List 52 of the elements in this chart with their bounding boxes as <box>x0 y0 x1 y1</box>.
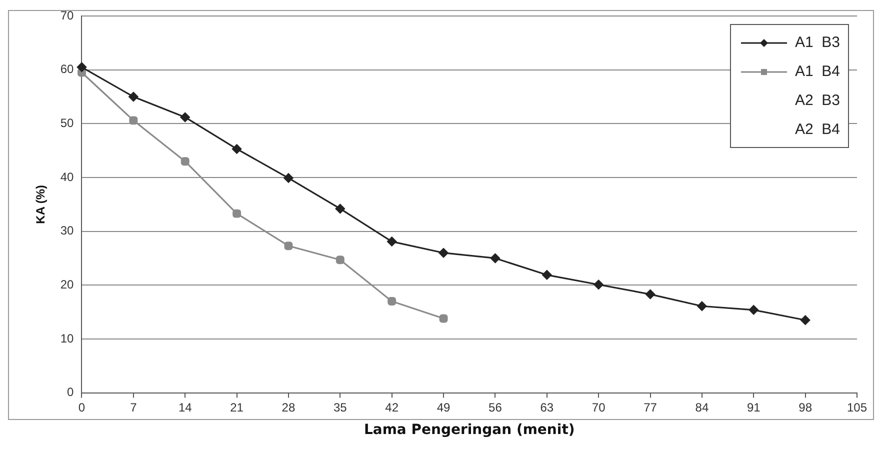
point <box>438 248 448 258</box>
point <box>748 305 758 315</box>
point <box>128 92 138 102</box>
x-tick-label: 56 <box>488 400 502 414</box>
y-tick-label: 70 <box>60 8 74 22</box>
x-tick-label: 77 <box>644 400 658 414</box>
x-tick-label: 105 <box>846 400 868 414</box>
point <box>388 297 396 306</box>
y-tick-label: 30 <box>60 224 74 238</box>
x-axis-title: Lama Pengeringan (menit) <box>364 422 575 438</box>
y-tick-label: 60 <box>60 62 74 76</box>
point <box>76 62 87 72</box>
y-tick-label: 40 <box>60 170 74 184</box>
point <box>542 270 552 280</box>
point <box>129 116 138 125</box>
point <box>232 209 242 218</box>
point <box>387 236 397 246</box>
point <box>800 315 810 325</box>
text: A2 B4 <box>794 121 840 138</box>
x-tick-label: 14 <box>178 400 192 414</box>
x-tick-label: 91 <box>746 400 761 414</box>
x-tick-label: 63 <box>540 400 554 414</box>
y-tick-label: 0 <box>67 385 74 400</box>
x-tick-label: 84 <box>695 400 709 414</box>
point <box>697 301 707 311</box>
point <box>180 112 190 122</box>
point <box>336 256 344 264</box>
x-tick-label: 0 <box>78 400 86 414</box>
point <box>439 314 448 323</box>
x-tick-label: 35 <box>333 400 348 414</box>
x-tick-label: 49 <box>436 400 451 414</box>
point <box>180 157 190 166</box>
x-tick-label: 70 <box>592 400 606 414</box>
legend-label: A1 B4 <box>794 63 840 80</box>
point <box>232 144 242 154</box>
y-tick-label: 20 <box>60 277 74 292</box>
y-tick-label: 50 <box>60 116 74 130</box>
point <box>284 242 293 250</box>
point <box>645 289 656 300</box>
point <box>594 280 604 290</box>
x-tick-label: 28 <box>282 400 296 414</box>
y-axis-title: KA (%) <box>34 184 48 224</box>
point <box>335 204 345 214</box>
x-tick-label: 42 <box>385 400 399 414</box>
x-tick-label: 98 <box>798 400 812 414</box>
point <box>284 173 294 183</box>
point <box>490 253 500 264</box>
y-tick-label: 10 <box>60 331 74 346</box>
legend-label: A1 B3 <box>794 34 840 51</box>
x-tick-label: 21 <box>230 400 244 414</box>
text: A2 B3 <box>794 92 840 109</box>
x-tick-label: 7 <box>130 400 138 414</box>
